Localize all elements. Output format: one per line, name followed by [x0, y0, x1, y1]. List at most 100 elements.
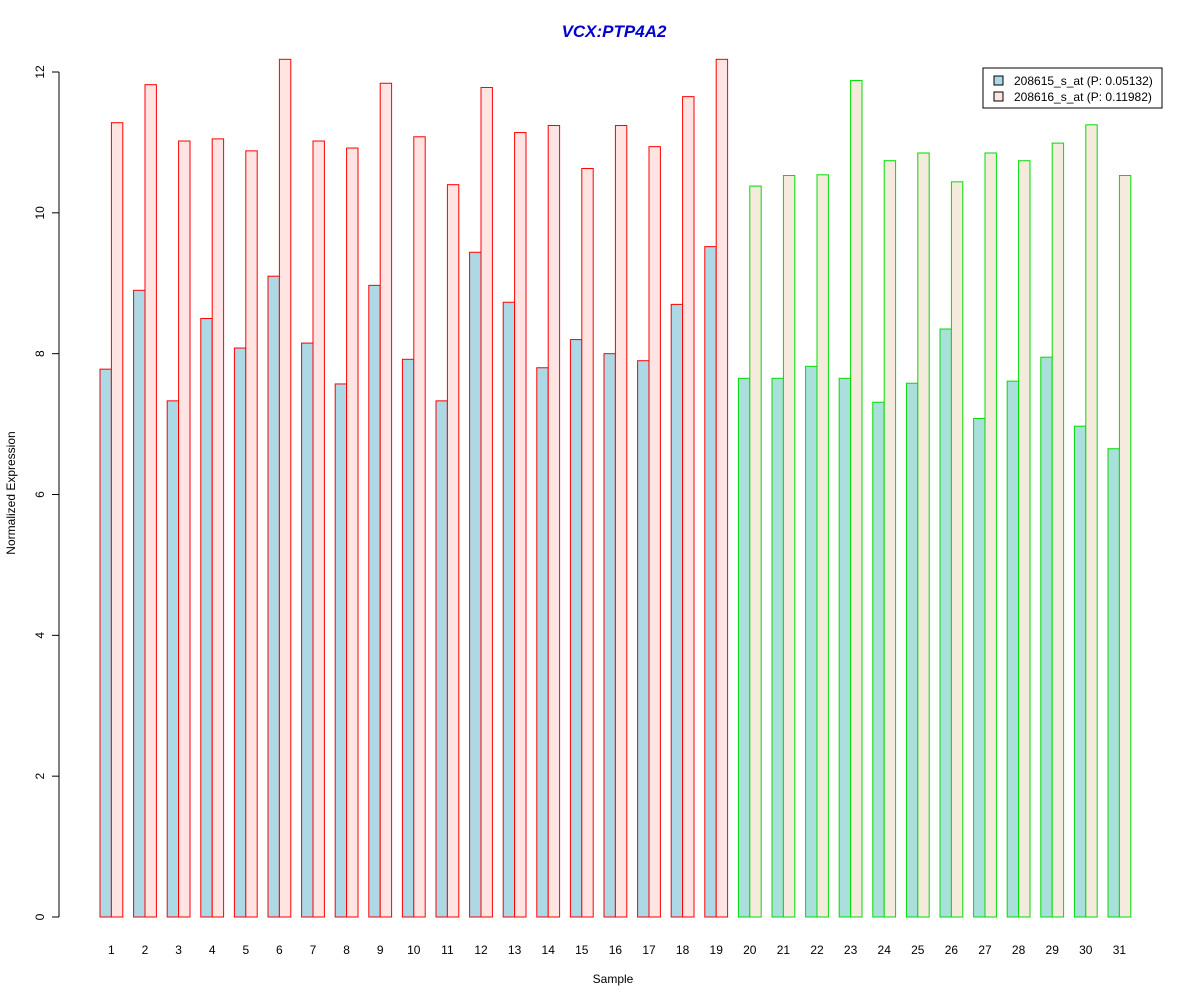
bar-series-1 [939, 328, 952, 918]
bar-series-2 [178, 140, 191, 918]
bar-series-2 [581, 167, 594, 918]
bar-series-2 [144, 84, 157, 918]
bar-series-2 [346, 147, 359, 918]
bar-series-2 [984, 152, 997, 918]
bar-series-1 [166, 400, 180, 918]
bar-series-2 [715, 58, 729, 918]
x-tick-label: 8 [343, 943, 350, 957]
bar-series-2 [1085, 124, 1098, 918]
bar-series-1 [737, 377, 751, 918]
bar-series-1 [435, 400, 448, 918]
x-tick-label: 2 [142, 943, 149, 957]
bar-series-2 [211, 138, 225, 918]
legend-swatch-series-2 [993, 91, 1004, 102]
legend-label-series-1: 208615_s_at (P: 0.05132) [1014, 74, 1153, 88]
bar-series-1 [805, 365, 818, 918]
legend-label-series-2: 208616_s_at (P: 0.11982) [1014, 90, 1152, 104]
bar-series-2 [917, 152, 930, 918]
bar-series-1 [838, 377, 852, 918]
bar-series-1 [1040, 356, 1053, 918]
bar-series-1 [334, 383, 348, 918]
bar-series-2 [446, 184, 460, 918]
bar-series-1 [368, 284, 381, 918]
bar-series-2 [816, 174, 829, 918]
x-tick-label: 16 [609, 943, 623, 957]
bar-series-2 [682, 96, 695, 918]
bar-series-2 [883, 160, 897, 918]
bar-series-2 [614, 125, 628, 918]
bar-series-2 [782, 175, 796, 918]
x-tick-label: 23 [844, 943, 858, 957]
bar-series-2 [480, 86, 493, 918]
x-axis-label: Sample [593, 972, 634, 986]
bar-series-2 [1018, 160, 1031, 918]
x-tick-label: 29 [1046, 943, 1060, 957]
y-tick-label: 4 [33, 632, 47, 639]
x-tick-label: 7 [310, 943, 317, 957]
bar-series-2 [648, 146, 661, 918]
legend-box [982, 67, 1163, 109]
bar-series-2 [749, 185, 762, 918]
bar-series-2 [110, 122, 124, 918]
legend: 208615_s_at (P: 0.05132) 208616_s_at (P:… [982, 67, 1163, 109]
y-tick-label: 12 [33, 65, 47, 79]
bar-series-2 [1118, 175, 1132, 918]
bar-series-2 [514, 132, 527, 918]
x-tick-label: 27 [978, 943, 992, 957]
y-tick-label: 0 [33, 913, 47, 920]
bar-series-2 [413, 136, 426, 918]
x-tick-label: 13 [508, 943, 522, 957]
bar-series-2 [312, 140, 325, 918]
x-tick-label: 15 [575, 943, 589, 957]
bar-series-1 [704, 246, 717, 918]
bar-series-1 [905, 382, 919, 918]
y-tick-label: 6 [33, 491, 47, 498]
x-tick-label: 19 [710, 943, 724, 957]
x-tick-labels: 1 2 3 4 5 6 7 8 9 10 11 12 13 14 15 16 17 18 19 20 21 22 23 24 2… [108, 943, 1126, 957]
bar-series-1 [569, 339, 583, 918]
bar-series-1 [200, 317, 213, 918]
y-tick-label: 8 [33, 350, 47, 357]
bar-series-2 [850, 79, 863, 918]
x-tick-label: 10 [407, 943, 421, 957]
bar-series-1 [469, 251, 482, 918]
bar-series-1 [1073, 425, 1087, 918]
bar-series-1 [301, 342, 314, 918]
x-tick-label: 22 [810, 943, 824, 957]
bar-series-1 [1006, 380, 1020, 918]
bar-series-1 [233, 347, 247, 918]
bar-series-1 [771, 377, 784, 918]
y-axis-label: Normalized Expression [4, 431, 18, 554]
bars [99, 58, 1132, 918]
bar-series-2 [1051, 142, 1065, 918]
x-tick-label: 3 [175, 943, 182, 957]
x-tick-label: 14 [542, 943, 556, 957]
bar-series-2 [547, 125, 561, 918]
x-tick-label: 6 [276, 943, 283, 957]
bar-series-1 [502, 301, 516, 918]
bar-series-1 [536, 367, 549, 918]
y-tick-label: 10 [33, 206, 47, 220]
bar-series-1 [670, 303, 684, 918]
bar-series-1 [1107, 448, 1120, 918]
x-tick-label: 31 [1113, 943, 1127, 957]
bar-series-1 [99, 368, 112, 918]
x-tick-label: 5 [242, 943, 249, 957]
bar-series-2 [245, 150, 258, 918]
x-tick-label: 25 [911, 943, 925, 957]
x-tick-label: 1 [108, 943, 115, 957]
bar-series-1 [973, 417, 986, 918]
x-tick-label: 21 [777, 943, 791, 957]
legend-swatch-series-1 [993, 75, 1004, 86]
x-tick-label: 17 [642, 943, 656, 957]
bar-series-1 [637, 360, 650, 918]
chart-title: VCX:PTP4A2 [562, 22, 667, 41]
bar-series-1 [267, 275, 280, 918]
y-axis: 0 2 4 6 8 10 12 [33, 65, 60, 920]
bar-series-1 [603, 353, 616, 918]
x-tick-label: 30 [1079, 943, 1093, 957]
x-tick-label: 26 [945, 943, 959, 957]
bar-series-2 [950, 181, 964, 918]
bar-series-2 [379, 82, 393, 918]
